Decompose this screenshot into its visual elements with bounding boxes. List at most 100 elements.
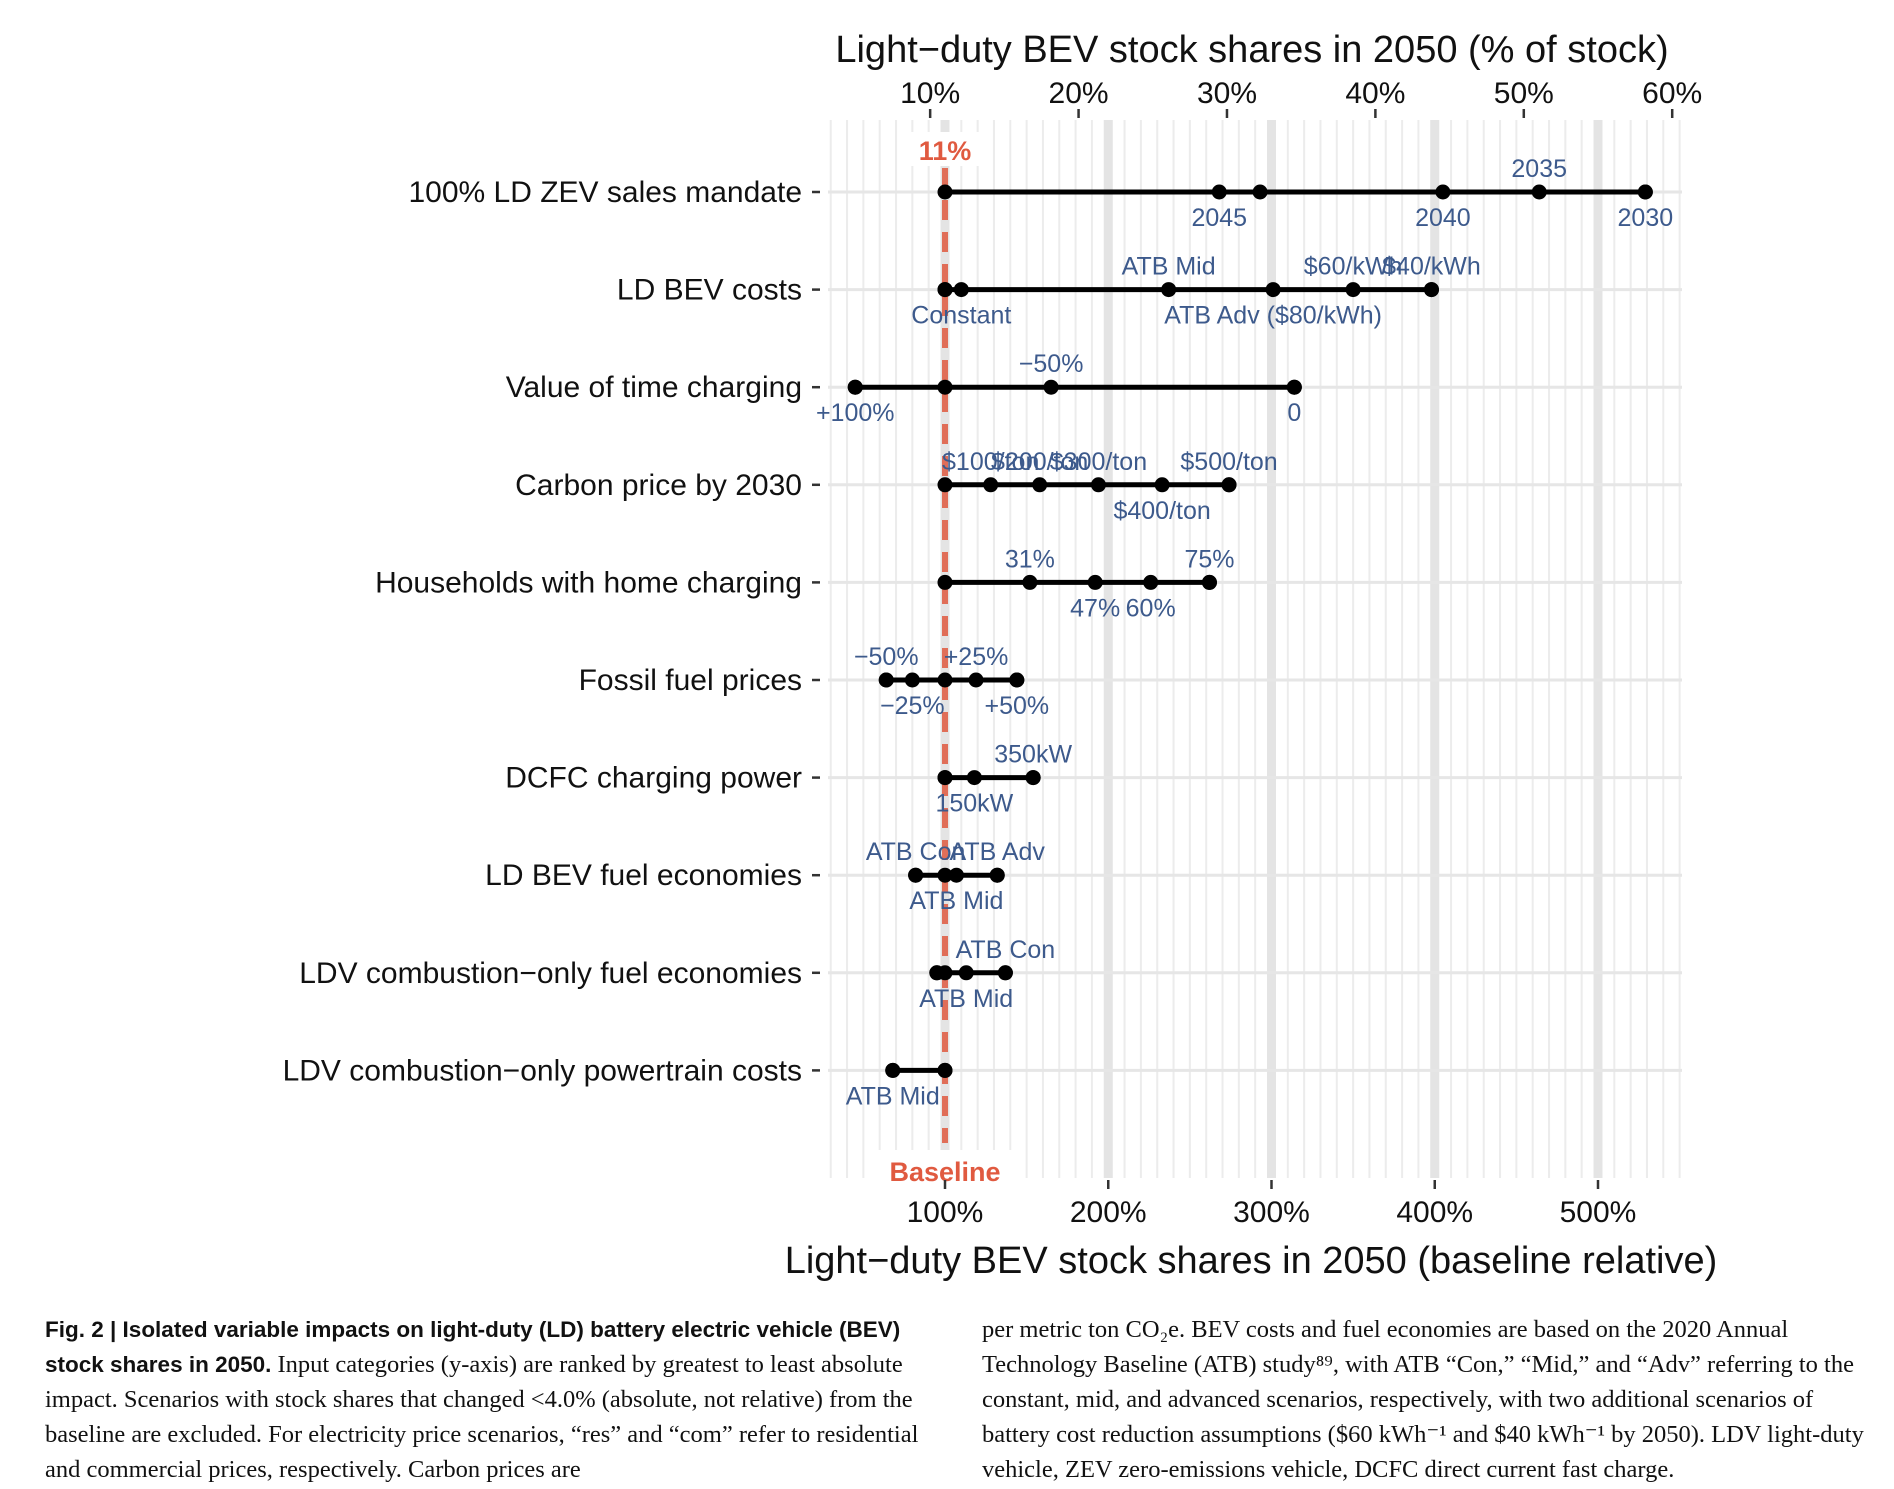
data-label: 2040 bbox=[1415, 204, 1471, 232]
data-point bbox=[958, 965, 974, 981]
data-point bbox=[1345, 282, 1361, 298]
range-start-point bbox=[937, 184, 953, 200]
data-point bbox=[1090, 477, 1106, 493]
range-end-point bbox=[1637, 184, 1653, 200]
y-tick-label: Fossil fuel prices bbox=[579, 664, 802, 697]
data-label: 2030 bbox=[1618, 204, 1674, 232]
bottom-axis-title: Light−duty BEV stock shares in 2050 (bas… bbox=[785, 1240, 1718, 1282]
data-point bbox=[953, 282, 969, 298]
data-label: 350kW bbox=[994, 741, 1072, 769]
y-tick-label: 100% LD ZEV sales mandate bbox=[408, 176, 802, 209]
y-tick-label: DCFC charging power bbox=[505, 762, 802, 795]
y-tick-label: Value of time charging bbox=[506, 371, 802, 404]
range-start-point bbox=[847, 379, 863, 395]
data-point bbox=[1211, 184, 1227, 200]
data-label: 75% bbox=[1184, 545, 1234, 573]
data-point bbox=[1154, 477, 1170, 493]
data-label: $300/ton bbox=[1050, 448, 1147, 476]
y-tick-label: Carbon price by 2030 bbox=[515, 469, 802, 502]
data-label: 60% bbox=[1126, 594, 1176, 622]
data-point bbox=[1087, 574, 1103, 590]
bev-stock-share-chart: 11%Baseline 2045 2040 2035 2030 Constant ATB … bbox=[283, 29, 1718, 1282]
data-label: ATB Con bbox=[866, 838, 966, 866]
range-end-point bbox=[1009, 672, 1025, 688]
data-label: $60/kWh bbox=[1304, 253, 1403, 281]
data-point bbox=[983, 477, 999, 493]
range-start-point bbox=[885, 1062, 901, 1078]
data-point bbox=[937, 379, 953, 395]
data-label: ATB Mid bbox=[909, 887, 1003, 915]
data-label: +50% bbox=[985, 692, 1050, 720]
data-point bbox=[948, 867, 964, 883]
data-rows: 2045 2040 2035 2030 Constant ATB Mid ATB Adv (… bbox=[816, 155, 1673, 1110]
baseline-top-label: 11% bbox=[919, 136, 972, 166]
range-end-point bbox=[1221, 477, 1237, 493]
data-label: $400/ton bbox=[1113, 497, 1210, 525]
data-label: ATB Mid bbox=[1122, 253, 1216, 281]
data-label: Constant bbox=[911, 302, 1011, 330]
range-end-point bbox=[1201, 574, 1217, 590]
data-label: −50% bbox=[854, 643, 919, 671]
data-label: 2045 bbox=[1191, 204, 1247, 232]
data-label: 31% bbox=[1005, 545, 1055, 573]
range-start-point bbox=[908, 867, 924, 883]
range-start-point bbox=[937, 282, 953, 298]
y-tick-label: LD BEV costs bbox=[617, 274, 802, 307]
range-start-point bbox=[929, 965, 945, 981]
caption-right-column: per metric ton CO₂e. BEV costs and fuel … bbox=[982, 1312, 1882, 1487]
range-end-point bbox=[997, 965, 1013, 981]
data-label: ATB Adv ($80/kWh) bbox=[1164, 302, 1382, 330]
data-label: +100% bbox=[816, 399, 895, 427]
data-label: 0 bbox=[1287, 399, 1301, 427]
data-point bbox=[968, 672, 984, 688]
top-axis-tick-label: 50% bbox=[1494, 77, 1554, 110]
data-point bbox=[1161, 282, 1177, 298]
data-point bbox=[1032, 477, 1048, 493]
range-end-point bbox=[989, 867, 1005, 883]
data-point bbox=[1143, 574, 1159, 590]
data-point bbox=[1265, 282, 1281, 298]
range-end-point bbox=[1423, 282, 1439, 298]
range-end-point bbox=[937, 1062, 953, 1078]
axes: 100% LD ZEV sales mandate LD BEV costs Val… bbox=[283, 29, 1718, 1282]
data-label: $200/ton bbox=[991, 448, 1088, 476]
top-axis-title: Light−duty BEV stock shares in 2050 (% o… bbox=[835, 29, 1668, 71]
range-start-point bbox=[937, 770, 953, 786]
data-point bbox=[904, 672, 920, 688]
data-point bbox=[1022, 574, 1038, 590]
y-tick-label: LDV combustion−only powertrain costs bbox=[283, 1054, 802, 1087]
data-label: 47% bbox=[1070, 594, 1120, 622]
top-axis-tick-label: 40% bbox=[1345, 77, 1405, 110]
range-start-point bbox=[937, 574, 953, 590]
y-tick-label: LDV combustion−only fuel economies bbox=[299, 957, 802, 990]
caption-left-column: Fig. 2 | Isolated variable impacts on li… bbox=[45, 1312, 945, 1487]
data-point bbox=[937, 867, 953, 883]
data-label: +25% bbox=[944, 643, 1009, 671]
data-point bbox=[937, 672, 953, 688]
data-point bbox=[1531, 184, 1547, 200]
bottom-axis-tick-label: 500% bbox=[1560, 1196, 1637, 1229]
data-label: −50% bbox=[1019, 350, 1084, 378]
data-point bbox=[966, 770, 982, 786]
bottom-axis-tick-label: 200% bbox=[1070, 1196, 1147, 1229]
top-axis-tick-label: 10% bbox=[900, 77, 960, 110]
range-start-point bbox=[878, 672, 894, 688]
top-axis-tick-label: 20% bbox=[1049, 77, 1109, 110]
y-tick-label: LD BEV fuel economies bbox=[485, 859, 802, 892]
caption-left-text: Input categories (y-axis) are ranked by … bbox=[45, 1351, 919, 1483]
data-label: $40/kWh bbox=[1382, 253, 1481, 281]
bottom-axis-tick-label: 300% bbox=[1233, 1196, 1310, 1229]
data-point bbox=[1252, 184, 1268, 200]
range-end-point bbox=[1025, 770, 1041, 786]
data-label: ATB Mid bbox=[919, 985, 1013, 1013]
y-tick-label: Households with home charging bbox=[375, 566, 802, 599]
data-label: ATB Mid bbox=[846, 1082, 940, 1110]
data-point bbox=[1435, 184, 1451, 200]
data-point bbox=[1043, 379, 1059, 395]
baseline-top-label-bg bbox=[911, 132, 979, 166]
figure-caption: Fig. 2 | Isolated variable impacts on li… bbox=[45, 1312, 1885, 1487]
data-label: $100/ton bbox=[942, 448, 1039, 476]
caption-right-text: per metric ton CO₂e. BEV costs and fuel … bbox=[982, 1316, 1864, 1483]
range-start-point bbox=[937, 477, 953, 493]
top-axis-tick-label: 60% bbox=[1642, 77, 1702, 110]
